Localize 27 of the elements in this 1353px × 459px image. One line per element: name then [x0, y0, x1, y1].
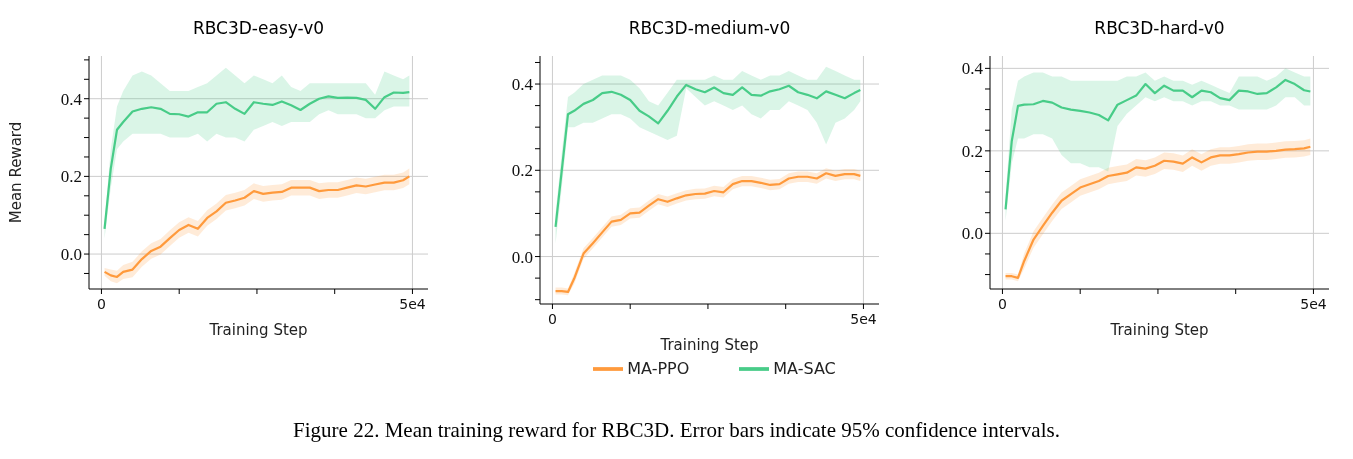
x-tick-label: 5e4 — [1300, 295, 1327, 312]
x-tick-label: 0 — [547, 310, 557, 327]
x-tick-label: 0 — [997, 295, 1007, 312]
y-tick-label: 0.2 — [60, 167, 82, 187]
line-series — [554, 83, 862, 228]
y-axis-title: Mean Reward — [7, 121, 26, 224]
caption: Figure 22. Mean training reward for RBC3D. Error bars indicate 95% confidence intervals. — [292, 418, 1061, 443]
x-axis-title: Training Step — [1109, 321, 1209, 339]
legend-label: MA-PPO — [627, 358, 690, 378]
y-tick-label: 0.0 — [961, 224, 983, 244]
y-tick-label: 0.4 — [511, 74, 534, 94]
y-tick-label: 0.2 — [511, 161, 533, 181]
y-tick-label: 0.4 — [60, 89, 83, 109]
x-tick-label: 5e4 — [399, 295, 426, 312]
line-series — [103, 91, 411, 230]
chart-title: RBC3D-medium-v0 — [627, 17, 792, 40]
legend-label: MA-SAC — [773, 358, 836, 378]
chart-title: RBC3D-easy-v0 — [191, 17, 326, 40]
x-axis-title: Training Step — [208, 321, 308, 339]
y-tick-label: 0.0 — [60, 245, 82, 264]
y-tick-label: 0.4 — [961, 59, 984, 79]
y-tick-label: 0.0 — [511, 247, 533, 267]
y-tick-label: 0.2 — [961, 141, 983, 161]
chart-title: RBC3D-hard-v0 — [1093, 17, 1226, 40]
x-tick-label: 5e4 — [850, 310, 877, 327]
x-axis-title: Training Step — [659, 336, 759, 354]
x-tick-label: 0 — [96, 295, 106, 312]
